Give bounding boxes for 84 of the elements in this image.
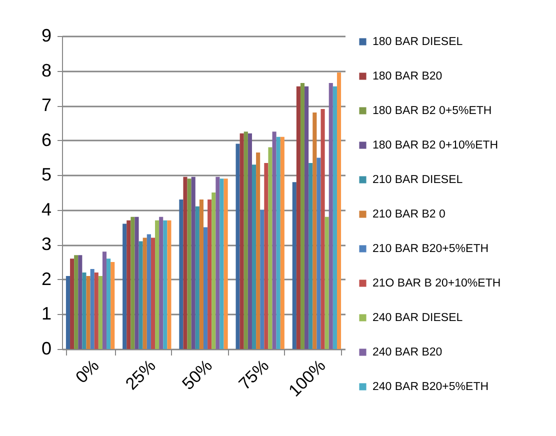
bar [163,220,168,349]
y-tick-label: 8 [41,60,52,80]
legend-label: 180 BAR B20 [372,70,442,82]
bar [236,144,240,349]
bar [240,133,244,349]
bar [126,220,131,349]
x-tick-label: 0% [72,356,103,387]
bar [244,132,248,349]
y-tick-label: 4 [41,199,52,220]
bar [90,269,94,349]
bar [204,227,208,349]
bar [179,199,184,349]
x-tick-label: 75% [235,356,273,394]
bar [332,86,337,349]
bar [308,162,313,349]
legend-label: 210 BAR B20+5%ETH [372,242,489,255]
x-tick-label: 50% [178,356,216,394]
bar [264,162,268,349]
bar [82,272,86,349]
bar [98,276,102,349]
bar [134,216,139,349]
bar [336,72,342,349]
bar [191,176,196,349]
y-tick-label: 2 [41,268,52,289]
bar [208,199,212,349]
bar [167,220,172,349]
bar [252,164,256,349]
bar [142,238,147,349]
bar [272,132,276,349]
bar [110,262,115,349]
bar [102,252,107,349]
legend-label: 240 BAR B20+5%ETH [372,380,489,393]
y-tick-label: 0 [41,338,52,358]
bar [260,210,264,349]
bar [216,176,220,349]
bar [312,112,317,349]
bar [292,182,296,349]
legend-label: 210 BAR DIESEL [372,174,464,186]
bar [78,255,82,349]
legend-label: 240 BAR B20 [372,346,442,358]
y-tick-label: 6 [41,130,52,150]
bar [276,136,280,349]
legend-label: 21O BAR B 20+10%ETH [372,277,501,290]
bar [155,220,160,349]
bar [316,158,321,349]
legend-label: 210 BAR B2 0 [372,208,446,220]
legend-label: 180 BAR DIESEL [372,36,464,48]
bar [199,199,204,349]
bar [248,133,252,349]
bar [280,136,284,349]
legend-label: 180 BAR B2 0+10%ETH [372,139,498,152]
bar [66,276,70,349]
bar [74,255,78,349]
bar [150,238,156,349]
y-tick-label: 5 [41,164,52,185]
bar [224,178,228,349]
bar [212,192,216,349]
bar [187,178,192,349]
bar [130,216,135,349]
bar [146,234,151,349]
bar [324,216,329,349]
y-tick-label: 3 [41,234,52,254]
bar [300,82,305,349]
bar [256,152,260,349]
legend-label: 240 BAR DIESEL [372,312,464,324]
y-tick-label: 7 [41,95,52,116]
bar [220,178,224,349]
bar [138,241,143,349]
bar [159,216,164,349]
y-tick-label: 1 [41,304,52,324]
legend-label: 180 BAR B2 0+5%ETH [372,104,492,117]
bar [268,147,272,349]
bar [296,86,300,349]
bar [195,206,200,349]
bar [304,86,309,349]
bar [94,272,98,349]
bar [106,258,111,349]
bar [183,176,188,349]
y-tick-label: 9 [41,26,52,46]
bar [328,82,333,349]
bar [122,224,127,349]
bar [86,276,90,349]
bar [320,109,325,349]
bar [70,258,74,349]
